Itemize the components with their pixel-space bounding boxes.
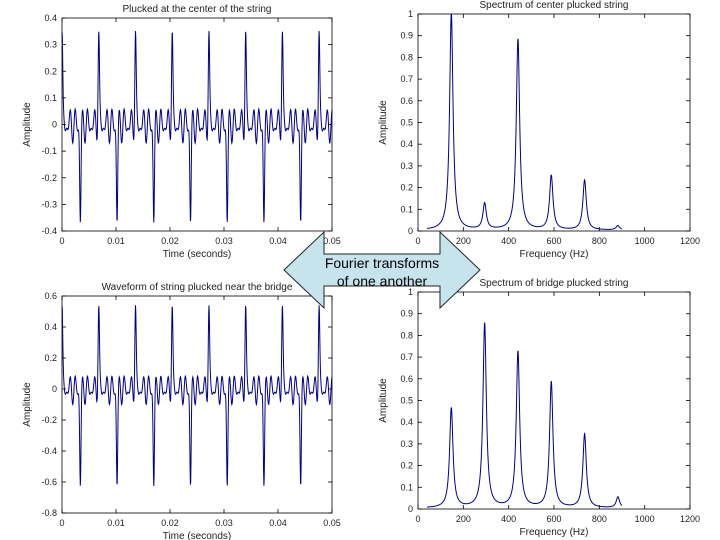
y-tick-label: 0.9 — [400, 309, 413, 319]
x-tick-label: 0 — [415, 514, 420, 524]
y-tick-label: 0.3 — [400, 439, 413, 449]
y-tick-label: -0.1 — [41, 146, 57, 156]
x-tick-label: 800 — [592, 236, 607, 246]
y-tick-label: -0.3 — [41, 199, 57, 209]
y-tick-label: 0.4 — [44, 13, 57, 23]
series-line — [61, 305, 333, 487]
x-tick-label: 0.03 — [215, 236, 233, 246]
arrow-label-line2: of one another — [337, 273, 428, 289]
x-tick-label: 600 — [546, 236, 561, 246]
y-tick-label: 0.9 — [400, 31, 413, 41]
waveform-center-plot: Plucked at the center of the string Time … — [22, 4, 341, 260]
y-tick-label: -0.4 — [41, 226, 57, 236]
x-tick-label: 0.01 — [107, 518, 125, 528]
x-tick-label: 0.01 — [107, 236, 125, 246]
y-tick-label: 0 — [52, 120, 57, 130]
x-tick-label: 600 — [546, 514, 561, 524]
y-tick-label: 0.6 — [400, 374, 413, 384]
y-tick-label: 0 — [408, 226, 413, 236]
series-line — [426, 13, 623, 230]
y-tick-label: 0.3 — [44, 40, 57, 50]
x-tick-label: 200 — [456, 236, 471, 246]
chart-title: Spectrum of bridge plucked string — [480, 278, 629, 289]
y-tick-label: -0.8 — [41, 508, 57, 518]
x-tick-label: 0.02 — [161, 518, 179, 528]
y-tick-label: -0.6 — [41, 477, 57, 487]
x-tick-label: 800 — [592, 514, 607, 524]
y-tick-label: 1 — [408, 9, 413, 19]
x-tick-label: 0.05 — [323, 518, 341, 528]
x-tick-label: 1200 — [680, 236, 700, 246]
y-tick-label: 0.1 — [44, 93, 57, 103]
y-tick-label: 0.5 — [400, 396, 413, 406]
y-tick-label: 0 — [408, 504, 413, 514]
x-tick-label: 200 — [456, 514, 471, 524]
x-tick-label: 400 — [501, 236, 516, 246]
y-tick-label: 0.8 — [400, 52, 413, 62]
y-tick-label: 0.8 — [400, 330, 413, 340]
series-line — [427, 322, 623, 508]
x-tick-label: 0.02 — [161, 236, 179, 246]
x-axis-label: Frequency (Hz) — [520, 527, 589, 538]
y-axis-label: Amplitude — [22, 382, 33, 427]
x-tick-label: 1000 — [635, 236, 655, 246]
x-tick-label: 0 — [415, 236, 420, 246]
y-tick-label: -0.4 — [41, 446, 57, 456]
x-axis-label: Time (seconds) — [163, 531, 232, 540]
y-tick-label: 0.2 — [400, 183, 413, 193]
y-tick-label: 0.2 — [44, 66, 57, 76]
y-tick-label: 1 — [408, 287, 413, 297]
x-axis-label: Time (seconds) — [163, 249, 232, 260]
y-tick-label: 0.1 — [400, 204, 413, 214]
y-tick-label: 0.1 — [400, 482, 413, 492]
y-tick-label: 0.4 — [44, 322, 57, 332]
plot-frame — [417, 13, 691, 232]
spectrum-center-plot: Spectrum of center plucked string Frequen… — [378, 0, 700, 260]
fourier-arrow: Fourier transforms of one another — [283, 230, 481, 310]
y-tick-label: 0.7 — [400, 74, 413, 84]
y-tick-label: 0.2 — [400, 461, 413, 471]
y-axis-label: Amplitude — [378, 378, 389, 423]
x-tick-label: 1200 — [680, 514, 700, 524]
y-tick-label: -0.2 — [41, 173, 57, 183]
arrow-label-line1: Fourier transforms — [325, 255, 439, 271]
double-arrow-icon — [283, 230, 481, 310]
x-tick-label: 0.04 — [269, 236, 287, 246]
y-tick-label: 0.4 — [400, 139, 413, 149]
plot-frame — [417, 291, 691, 510]
chart-title: Waveform of string plucked near the brid… — [102, 282, 293, 293]
y-axis-label: Amplitude — [378, 100, 389, 145]
x-tick-label: 0 — [59, 518, 64, 528]
x-tick-label: 1000 — [635, 514, 655, 524]
x-tick-label: 0.03 — [215, 518, 233, 528]
x-axis-label: Frequency (Hz) — [520, 249, 589, 260]
y-tick-label: -0.2 — [41, 415, 57, 425]
x-tick-label: 0.05 — [323, 236, 341, 246]
y-tick-label: 0.6 — [400, 96, 413, 106]
spectrum-bridge-plot: Spectrum of bridge plucked string Frequen… — [378, 278, 700, 538]
chart-title: Plucked at the center of the string — [123, 4, 272, 15]
y-axis-label: Amplitude — [22, 102, 33, 147]
x-tick-label: 0 — [59, 236, 64, 246]
y-tick-label: 0.3 — [400, 161, 413, 171]
waveform-bridge-plot: Waveform of string plucked near the brid… — [22, 282, 341, 540]
x-tick-label: 400 — [501, 514, 516, 524]
y-tick-label: 0.6 — [44, 291, 57, 301]
series-line — [61, 30, 333, 223]
plot-frame — [61, 295, 333, 514]
y-tick-label: 0.5 — [400, 118, 413, 128]
x-tick-label: 0.04 — [269, 518, 287, 528]
chart-title: Spectrum of center plucked string — [480, 0, 629, 11]
y-tick-label: 0.7 — [400, 352, 413, 362]
y-tick-label: 0.4 — [400, 417, 413, 427]
y-tick-label: 0.2 — [44, 353, 57, 363]
y-tick-label: 0 — [52, 384, 57, 394]
